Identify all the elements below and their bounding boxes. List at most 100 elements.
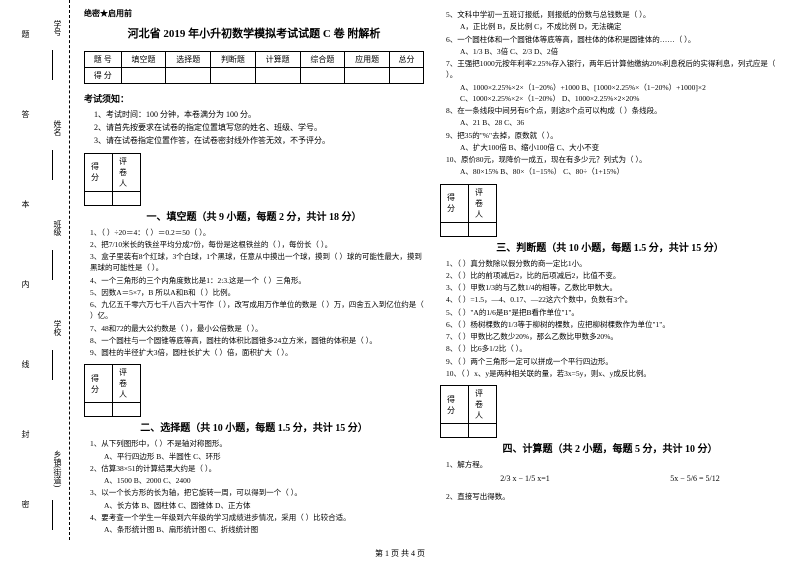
choice-q: 4、要考查一个学生一年级到六年级的学习成绩进步情况，采用（ ）比较合适。 xyxy=(90,512,424,523)
fill-q: 5、因数A＝5×7，B 所以A和B和（ ）比例。 xyxy=(90,287,424,298)
fill-q: 7、48和72的最大公约数是（ ），最小公倍数是（ ）。 xyxy=(90,323,424,334)
seal-char: 密 xyxy=(20,500,31,508)
right-column: 5、文科中学初一五班订报纸，则报纸的份数与总钱数是（ ）。 A，正比例 B，反比… xyxy=(440,8,780,528)
fill-q: 3、盒子里装有8个红球，3个白球，1个黑球，任意从中摸出一个球，摸到（ ）球的可… xyxy=(90,251,424,274)
fill-q: 1、（ ）÷20＝4：（ ）＝0.2＝50（ ）。 xyxy=(90,227,424,238)
cell: 题 号 xyxy=(85,52,122,68)
margin-underline xyxy=(52,250,53,280)
notice-item: 1、考试时间：100 分钟，本卷满分为 100 分。 xyxy=(94,109,424,120)
margin-underline xyxy=(52,50,53,80)
margin-label-town: 乡镇(街道) xyxy=(52,450,63,487)
fill-q: 2、把7/10米长的铁丝平均分成7份，每份是这根铁丝的（ ），每份长（ ）。 xyxy=(90,239,424,250)
equation-2: 5x − 5/6 = 5/12 xyxy=(670,474,719,483)
judge-q: 7、（ ）甲数比乙数少20%，那么乙数比甲数多20%。 xyxy=(446,331,780,342)
choice-opts: A、80×15% B、80×（1−15%） C、80÷（1+15%） xyxy=(460,166,780,177)
choice-opts: A，正比例 B，反比例 C，不成比例 D，无法确定 xyxy=(460,21,780,32)
judge-q: 9、（ ）两个三角形一定可以拼成一个平行四边形。 xyxy=(446,356,780,367)
margin-label-id: 学号 xyxy=(52,20,63,36)
judge-q: 6、（ ）杨树棵数的1/3等于柳树的棵数，应把柳树棵数作为单位"1"。 xyxy=(446,319,780,330)
calc-label: 2、直接写出得数。 xyxy=(446,491,780,502)
margin-underline xyxy=(52,150,53,180)
choice-opts: A、1500 B、2000 C、2400 xyxy=(104,475,424,486)
section-2-title: 二、选择题（共 10 小题，每题 1.5 分，共计 15 分） xyxy=(84,419,424,434)
margin-underline xyxy=(52,500,53,530)
choice-opts: A、1/3 B、3倍 C、2/3 D、2倍 xyxy=(460,46,780,57)
judge-q: 4、（ ）=1.5，—4、0.17、—22这六个数中，负数有3个。 xyxy=(446,294,780,305)
cell xyxy=(166,68,211,84)
margin-underline xyxy=(52,350,53,380)
cell xyxy=(390,68,424,84)
choice-opts: A、21 B、28 C、36 xyxy=(460,117,780,128)
choice-q: 5、文科中学初一五班订报纸，则报纸的份数与总钱数是（ ）。 xyxy=(446,9,780,20)
seal-char: 题 xyxy=(20,30,31,38)
sb-blank xyxy=(113,403,141,417)
section-score-box: 得分评卷人 xyxy=(440,385,497,438)
fill-q: 6、九亿五千零六万七千八百六十写作（ ），改写成用万作单位的数是（ ）万，四舍五… xyxy=(90,299,424,322)
fill-q: 4、一个三角形的三个内角度数比是1：2:3.这是一个（ ）三角形。 xyxy=(90,275,424,286)
seal-char: 答 xyxy=(20,110,31,118)
judge-q: 1、（ ）真分数除以假分数的商一定比1小。 xyxy=(446,258,780,269)
choice-opts: A、平行四边形 B、半圆性 C、环形 xyxy=(104,451,424,462)
choice-q: 1、从下列图形中，（ ）不是轴对称图形。 xyxy=(90,438,424,449)
section-4-title: 四、计算题（共 2 小题，每题 5 分，共计 10 分） xyxy=(440,440,780,455)
seal-char: 封 xyxy=(20,430,31,438)
secret-label: 绝密★启用前 xyxy=(84,8,424,19)
choice-opts: A、条形统计图 B、扇形统计图 C、折线统计图 xyxy=(104,524,424,535)
section-score-box: 得分评卷人 xyxy=(84,364,141,417)
score-summary-table: 题 号 填空题 选择题 判断题 计算题 综合题 应用题 总分 得 分 xyxy=(84,51,424,84)
calc-label: 1、解方程。 xyxy=(446,459,780,470)
sb-blank xyxy=(469,424,497,438)
choice-q: 10、原价80元，现降价一成五，现在有多少元？列式为（ ）。 xyxy=(446,154,780,165)
choice-q: 7、王强把1000元按年利率2.25%存入银行，两年后计算他缴纳20%利息税后的… xyxy=(446,58,780,81)
notice-item: 2、请首先按要求在试卷的指定位置填写您的姓名、班级、学号。 xyxy=(94,122,424,133)
cell xyxy=(255,68,300,84)
sb-blank xyxy=(441,222,469,236)
section-score-box: 得分评卷人 xyxy=(84,153,141,206)
judge-q: 2、（ ）比的前项减后2，比的后项减后2，比值不变。 xyxy=(446,270,780,281)
cell xyxy=(300,68,345,84)
notice-title: 考试须知： xyxy=(84,92,424,105)
fill-q: 9、圆柱的半径扩大3倍，圆柱长扩大（ ）倍，面积扩大（ ）。 xyxy=(90,347,424,358)
sb-c1: 得分 xyxy=(441,184,469,222)
left-column: 绝密★启用前 河北省 2019 年小升初数学模拟考试试题 C 卷 附解析 题 号… xyxy=(84,8,424,528)
cell: 综合题 xyxy=(300,52,345,68)
sb-c1: 得分 xyxy=(85,153,113,191)
judge-q: 8、（ ）比6多1/2比（ ）。 xyxy=(446,343,780,354)
equation-1: 2/3 x − 1/5 x=1 xyxy=(500,474,549,483)
cell: 填空题 xyxy=(121,52,166,68)
notice-item: 3、请在试卷指定位置作答，在试卷密封线外作答无效，不予评分。 xyxy=(94,135,424,146)
sb-c2: 评卷人 xyxy=(113,365,141,403)
choice-opts: A、1000×2.25%×2×（1−20%）+1000 B、[1000×2.25… xyxy=(460,82,780,105)
judge-q: 5、（ ）"A的1/6是B"是把B看作单位"1"。 xyxy=(446,307,780,318)
seal-char: 本 xyxy=(20,200,31,208)
sb-blank xyxy=(85,403,113,417)
cell: 选择题 xyxy=(166,52,211,68)
sb-c2: 评卷人 xyxy=(469,184,497,222)
margin-label-class: 班级 xyxy=(52,220,63,236)
choice-q: 6、一个圆柱体和一个圆锥体等底等高，圆柱体的体积是圆锥体的……（ ）。 xyxy=(446,34,780,45)
cell xyxy=(211,68,256,84)
sb-blank xyxy=(469,222,497,236)
fill-q: 8、一个圆柱与一个圆锥等底等高，圆柱的体积比圆锥多24立方米，圆锥的体积是（ ）… xyxy=(90,335,424,346)
margin-label-name: 姓名 xyxy=(52,120,63,136)
cell xyxy=(345,68,390,84)
choice-q: 8、在一条线段中间另有6个点，则这8个点可以构成（ ）条线段。 xyxy=(446,105,780,116)
seal-char: 线 xyxy=(20,360,31,368)
margin-label-school: 学校 xyxy=(52,320,63,336)
binding-margin: 学号 姓名 班级 学校 乡镇(街道) 题 答 本 内 线 封 密 xyxy=(0,0,70,540)
section-3-title: 三、判断题（共 10 小题，每题 1.5 分，共计 15 分） xyxy=(440,239,780,254)
sb-blank xyxy=(85,191,113,205)
section-score-box: 得分评卷人 xyxy=(440,184,497,237)
choice-opts: A、扩大100倍 B、缩小100倍 C、大小不变 xyxy=(460,142,780,153)
cell: 总分 xyxy=(390,52,424,68)
choice-opts: A、长方体 B、圆柱体 C、圆锥体 D、正方体 xyxy=(104,500,424,511)
seal-char: 内 xyxy=(20,280,31,288)
sb-blank xyxy=(441,424,469,438)
cell: 计算题 xyxy=(255,52,300,68)
sb-blank xyxy=(113,191,141,205)
section-1-title: 一、填空题（共 9 小题，每题 2 分，共计 18 分） xyxy=(84,208,424,223)
judge-q: 10、（ ）x、y是两种相关联的量，若3x=5y，则x、y成反比例。 xyxy=(446,368,780,379)
choice-q: 9、把35的"%"去掉，原数就（ ）。 xyxy=(446,130,780,141)
sb-c2: 评卷人 xyxy=(113,153,141,191)
page-footer: 第 1 页 共 4 页 xyxy=(0,548,800,559)
